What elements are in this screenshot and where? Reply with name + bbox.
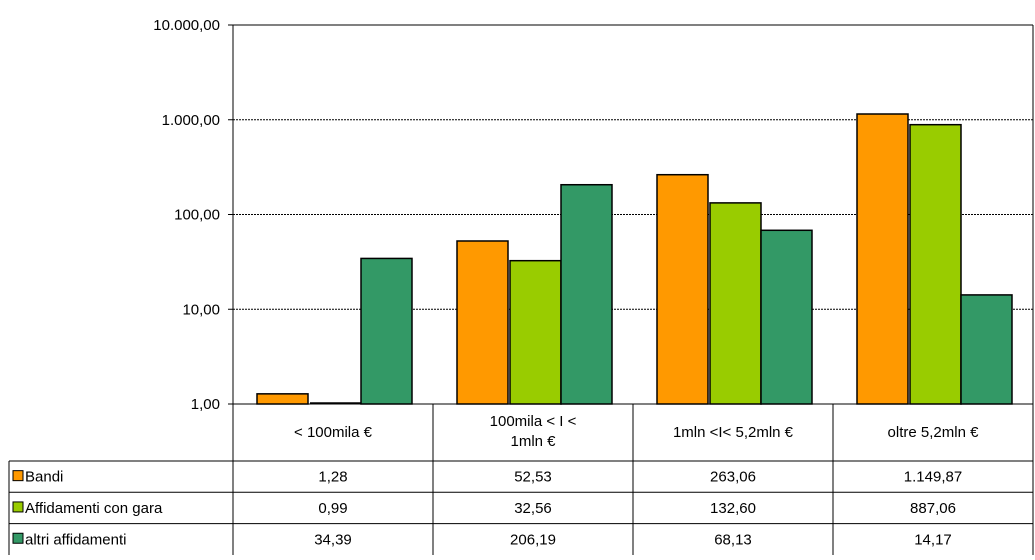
- category-label: < 100mila €: [294, 424, 373, 441]
- table-value: 887,06: [910, 500, 956, 517]
- table-value: 132,60: [710, 500, 756, 517]
- table-value: 263,06: [710, 469, 756, 486]
- table-value: 1,28: [318, 469, 347, 486]
- category-label: 1mln €: [510, 433, 556, 450]
- table-value: 1.149,87: [904, 469, 962, 486]
- legend-key: [12, 501, 24, 513]
- bar-altri-affidamenti: [960, 294, 1013, 405]
- bar-bandi: [256, 393, 309, 405]
- legend-label: altri affidamenti: [25, 531, 126, 548]
- table-value: 68,13: [714, 531, 752, 548]
- bar-altri-affidamenti: [760, 229, 813, 405]
- bar-affidamenti-con-gara: [909, 123, 962, 405]
- bar-bandi: [456, 240, 509, 405]
- category-label: 1mln <I< 5,2mln €: [673, 424, 794, 441]
- table-value: 0,99: [318, 500, 347, 517]
- bar-bandi: [656, 173, 709, 405]
- bar-altri-affidamenti: [360, 257, 413, 405]
- y-tick-label: 10,00: [182, 301, 220, 318]
- legend-key: [12, 470, 24, 482]
- category-label: oltre 5,2mln €: [888, 424, 980, 441]
- y-tick-label: 1.000,00: [162, 112, 220, 129]
- y-tick-label: 1,00: [191, 396, 220, 413]
- table-value: 34,39: [314, 531, 352, 548]
- category-label: 100mila < I <: [490, 413, 577, 430]
- y-tick-label: 10.000,00: [153, 17, 220, 34]
- bar-affidamenti-con-gara: [509, 259, 562, 405]
- legend-label: Affidamenti con gara: [25, 500, 163, 517]
- bar-affidamenti-con-gara: [709, 202, 762, 405]
- y-tick-label: 100,00: [174, 207, 220, 224]
- legend-key: [12, 532, 24, 544]
- table-value: 52,53: [514, 469, 552, 486]
- legend-label: Bandi: [25, 469, 63, 486]
- bar-altri-affidamenti: [560, 183, 613, 405]
- table-value: 14,17: [914, 531, 952, 548]
- table-value: 32,56: [514, 500, 552, 517]
- bar-bandi: [856, 113, 909, 405]
- table-value: 206,19: [510, 531, 556, 548]
